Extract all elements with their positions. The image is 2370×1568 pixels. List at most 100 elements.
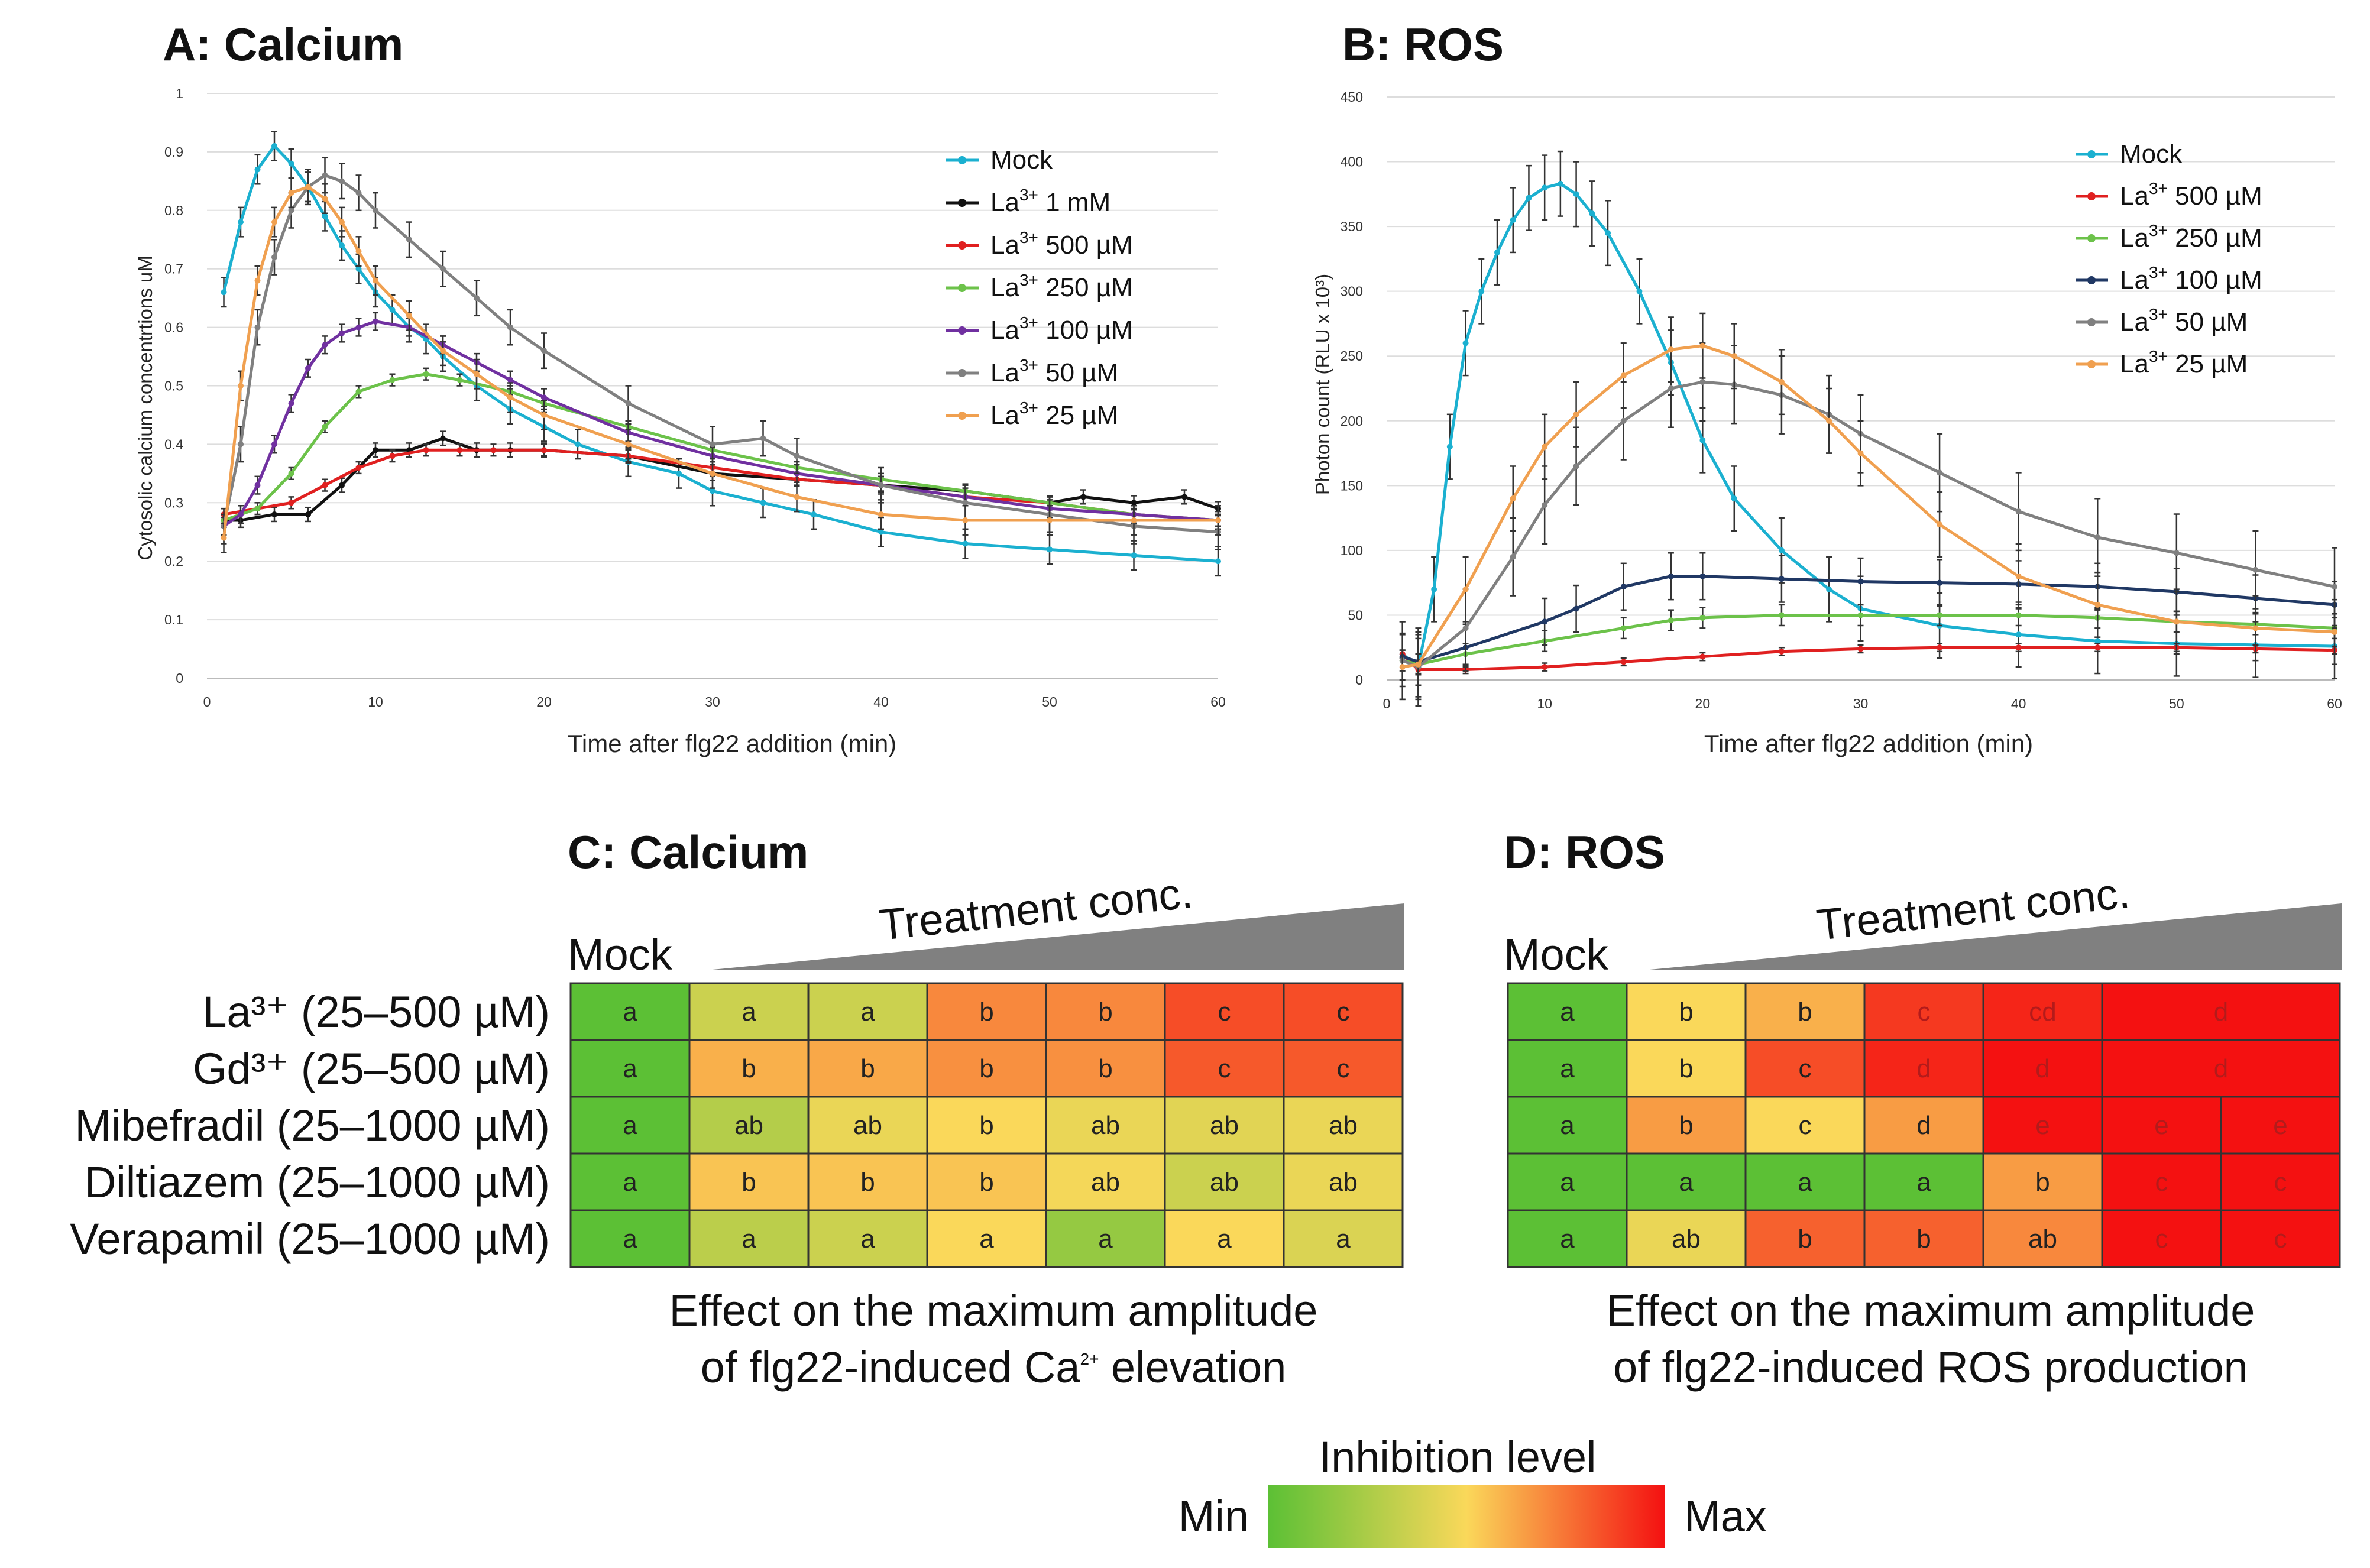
data-point [1462,340,1469,346]
c-heat-cell [1283,1039,1404,1098]
legend-name: La [990,231,1019,260]
panel-d-treatment-wedge [1650,903,2342,970]
a-xtick: 0 [203,694,211,710]
data-point [322,213,328,219]
data-point [1937,521,1943,528]
data-point [254,324,261,331]
d-cell-letter: c [2274,1224,2287,1253]
data-point [1542,443,1548,450]
c-cell-letter: b [860,1168,875,1197]
c-cell-letter: b [979,997,993,1026]
data-point [1131,517,1137,523]
panel-b-title: B: ROS [1342,18,1504,70]
c-heat-cell [807,982,928,1041]
c-heat-cell [926,1152,1047,1211]
data-point [355,388,362,395]
d-cell-letter: b [1798,1224,1812,1253]
data-point [676,470,682,477]
data-point [1826,586,1832,592]
c-heat-cell [569,1209,691,1268]
b-xtick: 0 [1383,696,1391,711]
data-point [2015,644,2022,651]
legend-sup: 3+ [1019,313,1038,332]
d-cell-letter: c [1799,1054,1812,1083]
data-point [1778,379,1785,385]
legend-sup: 3+ [1019,271,1038,289]
data-point [238,219,244,225]
data-point [339,178,345,184]
c-heat-cell [688,982,810,1041]
a-ytick: 0.9 [164,144,183,160]
data-point [2094,644,2101,651]
d-heat-cell [1982,1152,2103,1211]
colorbar-gradient [1268,1485,1665,1548]
legend-label-la_500: La3+ 500 µM [2120,179,2262,210]
c-heat-cell [1164,1209,1285,1268]
a-series-la_25 [221,171,1221,553]
panel-d-caption-line2: of flg22-induced ROS production [1613,1343,2248,1392]
data-point [1542,184,1548,191]
legend-unit: 100 µM [2168,265,2262,294]
legend-label-la_25: La3+ 25 µM [990,399,1118,430]
c-cell-letter: ab [1210,1168,1239,1197]
panel-a-xlabel: Time after flg22 addition (min) [568,730,896,757]
data-point [474,295,480,302]
legend-label-la_500: La3+ 500 µM [990,228,1133,260]
data-point [1937,469,1943,476]
data-point [962,540,969,547]
colorbar-title: Inhibition level [1319,1433,1597,1482]
legend-label-mock: Mock [2120,140,2183,169]
data-point [507,394,513,401]
ros-line-chart: B: ROS 0 50 100 150 200 250 300 350 400 450 0 10 20 3… [1312,18,2342,757]
data-point [456,377,463,383]
colorbar-min-label: Min [1178,1492,1249,1541]
data-point [373,277,378,284]
panel-c-caption-line2: of flg22-induced Ca2+ elevation [701,1343,1286,1392]
legend-marker-la_500 [2087,192,2096,200]
data-point [1699,379,1706,385]
data-point [1542,664,1548,670]
legend-label-la_250: La3+ 250 µM [990,271,1133,302]
data-point [2015,631,2022,638]
series-line [1401,575,2335,663]
data-point [710,488,715,494]
c-cell-letter: a [979,1224,994,1253]
legend-label-la_25: La3+ 25 µM [2120,347,2248,378]
data-point [271,143,277,150]
data-point [339,482,345,488]
data-point [1778,612,1785,618]
legend-name: La [990,358,1019,387]
data-point [2173,618,2180,625]
data-point [1620,584,1627,590]
d-cell-letter: a [1560,1111,1575,1140]
data-point [794,494,800,500]
c-cell-letter: b [742,1054,756,1083]
d-heat-cell [1744,982,1866,1041]
c-heat-cell [569,1152,691,1211]
d-heat-cell [1626,1039,1747,1098]
row-label: Gd³⁺ (25–500 µM) [193,1044,550,1093]
c-heat-cell [688,1039,810,1098]
data-point [305,511,311,518]
c-cell-letter: ab [1329,1111,1358,1140]
legend-marker-la_25 [2087,360,2096,368]
data-point [1620,372,1627,379]
series-line [222,144,1219,563]
c-cell-letter: b [979,1054,993,1083]
data-point [254,482,261,488]
a-xtick: 40 [873,694,889,710]
data-point [2173,550,2180,556]
panel-d-caption-line1: Effect on the maximum amplitude [1607,1286,2255,1335]
panel-a-ylabel: Cytosolic calcium concentrtions uM [134,255,156,560]
legend-name: La [990,401,1019,430]
legend-name: La [2120,307,2149,336]
legend-marker-la_250 [958,284,966,292]
d-cell-letter: d [2214,997,2228,1026]
legend-sup: 3+ [2149,263,2168,281]
c-cell-letter: a [1336,1224,1351,1253]
data-point [1589,210,1595,217]
data-point [794,453,800,459]
b-ytick: 200 [1341,413,1363,429]
data-point [1668,346,1674,353]
